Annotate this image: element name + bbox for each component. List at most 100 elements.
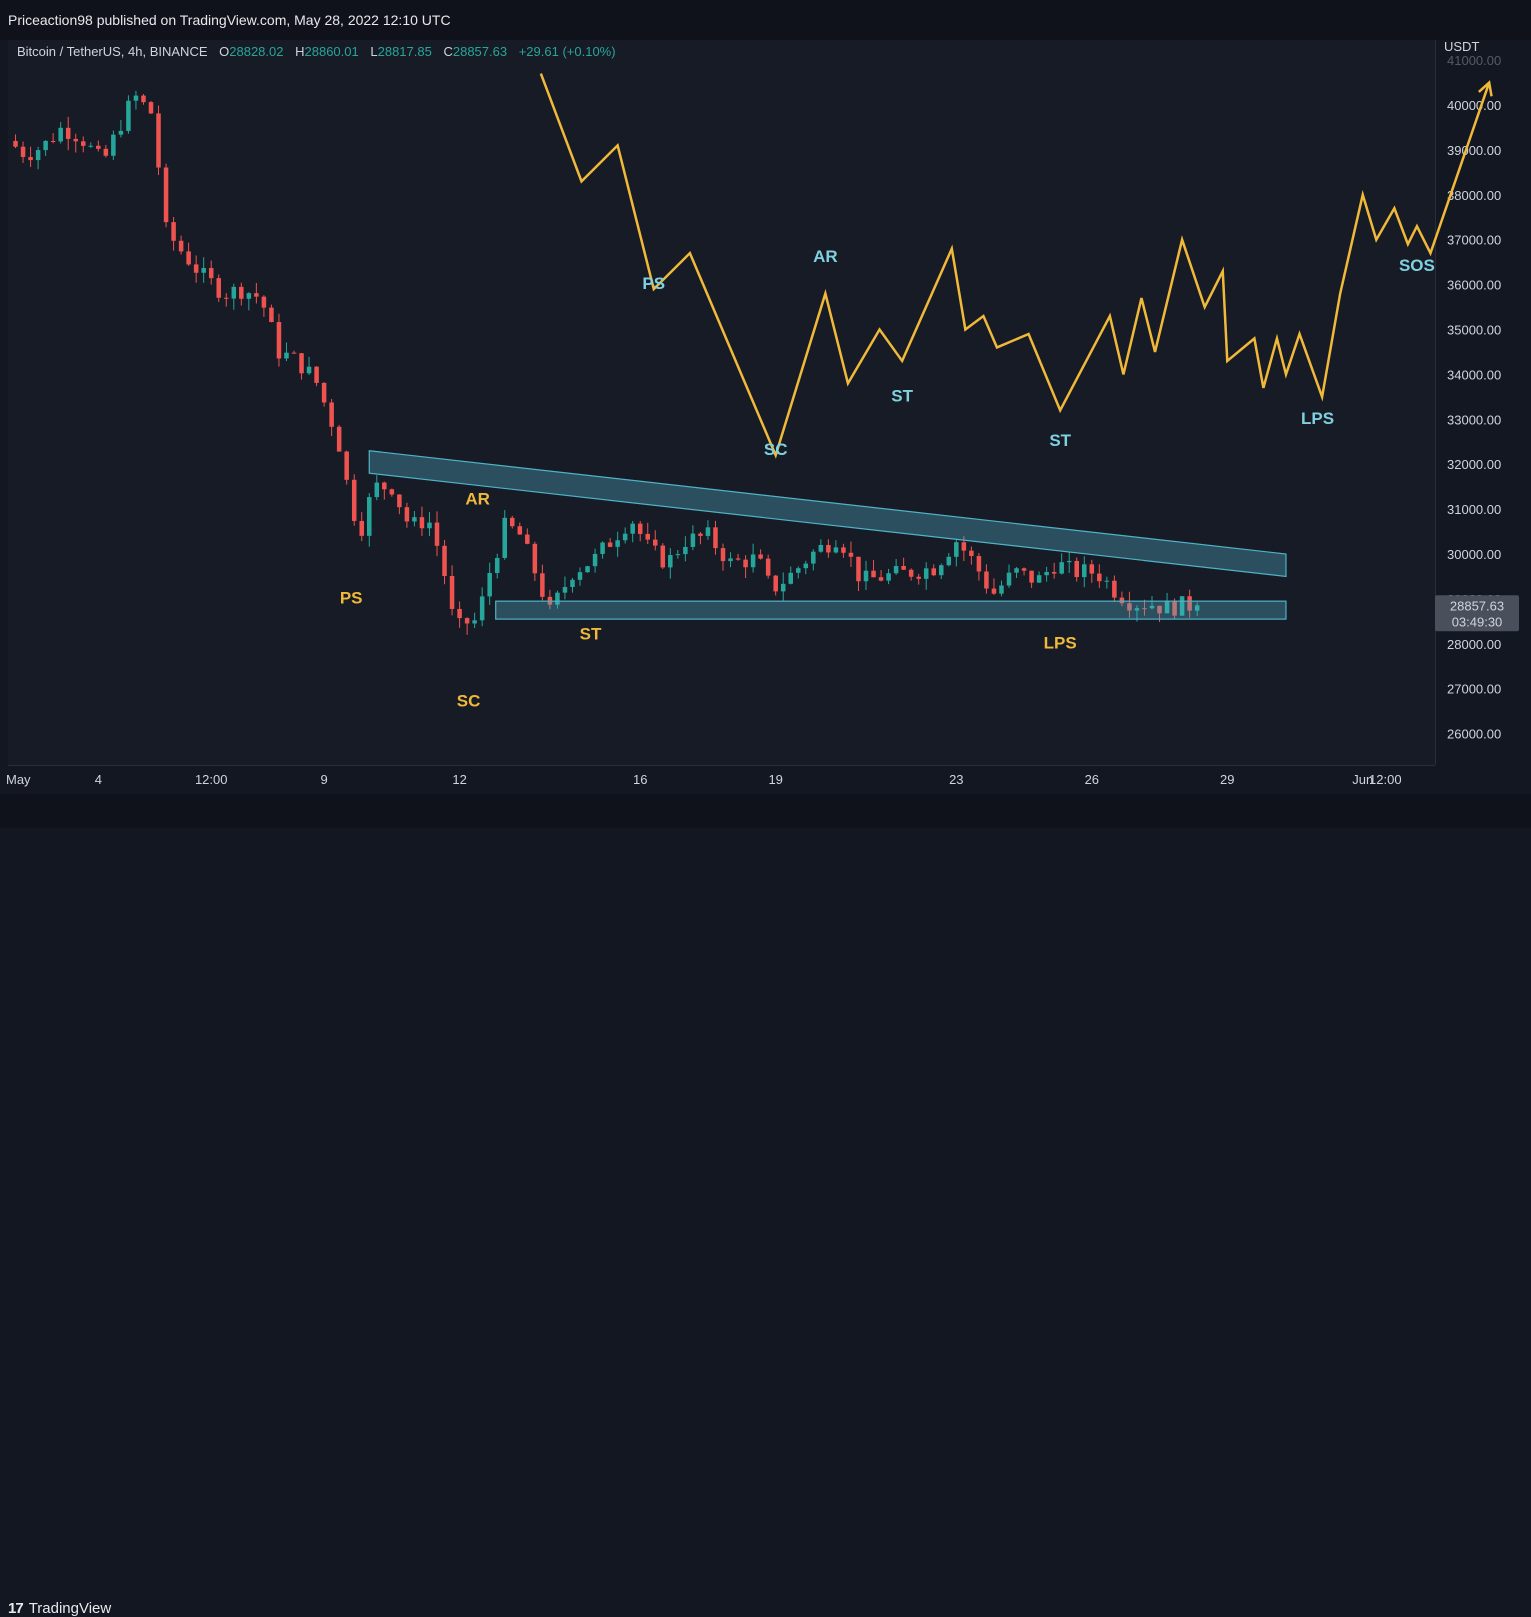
candle-body xyxy=(796,568,801,573)
candle-body xyxy=(517,526,523,535)
candle-body xyxy=(1021,568,1027,571)
candle-body xyxy=(208,267,214,279)
candle-body xyxy=(254,293,259,297)
projection-label: ST xyxy=(891,386,913,405)
candle-body xyxy=(540,573,545,597)
time-tick-label: May xyxy=(6,772,31,787)
candle-body xyxy=(954,542,959,557)
candle-body xyxy=(931,568,937,576)
candle-body xyxy=(705,527,711,536)
candle-body xyxy=(916,576,921,579)
candle-body xyxy=(908,569,914,577)
low-value: 28817.85 xyxy=(377,44,432,59)
candle-body xyxy=(284,352,289,359)
candle-body xyxy=(600,542,605,554)
candle-body xyxy=(811,551,816,564)
candle-body xyxy=(901,565,906,570)
candle-body xyxy=(607,542,613,547)
time-tick-label: Jun xyxy=(1352,772,1373,787)
close-label: C xyxy=(443,44,453,59)
candle-body xyxy=(585,566,590,573)
time-tick-label: 23 xyxy=(949,772,963,787)
candle-body xyxy=(178,240,184,252)
close-value: 28857.63 xyxy=(452,44,508,59)
candle-body xyxy=(1082,564,1087,578)
candle-body xyxy=(1157,605,1162,614)
candle-body xyxy=(653,539,658,546)
candle-body xyxy=(758,554,763,559)
candle-body xyxy=(1074,560,1080,578)
price-tick-label: 33000.00 xyxy=(1447,412,1501,427)
candle-body xyxy=(592,553,598,567)
candle-body xyxy=(269,307,274,323)
chart-wyckoff-label: AR xyxy=(465,490,490,509)
candle-body xyxy=(103,148,109,156)
time-axis[interactable] xyxy=(8,765,1435,794)
price-tick-label: 37000.00 xyxy=(1447,233,1501,248)
candle-body xyxy=(472,620,477,624)
price-tick-label: 38000.00 xyxy=(1447,188,1501,203)
candle-body xyxy=(878,577,884,581)
publish-header: Priceaction98 published on TradingView.c… xyxy=(0,0,1531,40)
candle-body xyxy=(1119,597,1125,604)
candle-body xyxy=(73,138,78,142)
candle-body xyxy=(239,286,244,299)
candle-body xyxy=(622,533,628,541)
candle-body xyxy=(999,585,1004,594)
time-tick-label: 9 xyxy=(320,772,327,787)
chart-wyckoff-label: SC xyxy=(457,692,481,711)
candle-body xyxy=(863,570,869,582)
bar-countdown: 03:49:30 xyxy=(1452,614,1503,629)
time-tick-label: 12 xyxy=(452,772,466,787)
candle-body xyxy=(329,402,334,427)
candle-body xyxy=(434,522,440,546)
projection-label: LPS xyxy=(1301,409,1334,428)
candle-body xyxy=(246,293,252,299)
price-axis[interactable] xyxy=(1435,40,1531,765)
candle-body xyxy=(186,251,191,265)
candle-body xyxy=(743,559,748,568)
candle-body xyxy=(1097,573,1102,582)
candle-body xyxy=(728,558,733,562)
candle-body xyxy=(133,95,139,101)
candle-body xyxy=(765,558,771,576)
chart-pane[interactable] xyxy=(8,40,1435,765)
candle-body xyxy=(893,565,899,574)
candle-body xyxy=(336,426,342,452)
candle-body xyxy=(532,543,538,574)
projection-path xyxy=(539,73,1491,459)
tradingview-logo[interactable]: 17 TradingView xyxy=(8,1600,111,1617)
candle-body xyxy=(359,520,364,536)
candle-body xyxy=(216,278,221,298)
candle-body xyxy=(50,140,56,142)
candle-body xyxy=(780,583,786,592)
low-label: L xyxy=(370,44,378,59)
candle-body xyxy=(615,540,620,547)
candle-body xyxy=(525,534,530,544)
candle-body xyxy=(419,517,425,529)
price-tick-label: 31000.00 xyxy=(1447,502,1501,517)
candle-body xyxy=(803,563,809,569)
candle-body xyxy=(126,100,131,131)
candle-body xyxy=(773,575,778,592)
tradingview-logo-icon: 17 xyxy=(8,1600,24,1617)
candle-body xyxy=(1142,608,1147,610)
candle-body xyxy=(848,552,854,557)
open-value: 28828.02 xyxy=(229,44,284,59)
ohlc-legend: Bitcoin / TetherUS, 4h, BINANCE O28828.0… xyxy=(17,44,616,59)
candle-body xyxy=(637,523,643,534)
projection-label: SOS xyxy=(1399,256,1435,275)
candle-body xyxy=(65,127,71,139)
time-tick-label: 4 xyxy=(95,772,102,787)
candle-body xyxy=(961,542,967,551)
candle-body xyxy=(442,545,447,577)
price-tick-label: 26000.00 xyxy=(1447,727,1501,742)
chart-wyckoff-label: PS xyxy=(340,588,363,607)
candle-body xyxy=(577,572,583,580)
time-tick-label: 26 xyxy=(1085,772,1099,787)
candle-body xyxy=(984,571,989,589)
projection-label: PS xyxy=(642,274,665,293)
chart-svg: 26000.0027000.0028000.0029000.0030000.00… xyxy=(6,53,1519,787)
candle-body xyxy=(20,146,26,157)
candle-body xyxy=(367,497,372,536)
